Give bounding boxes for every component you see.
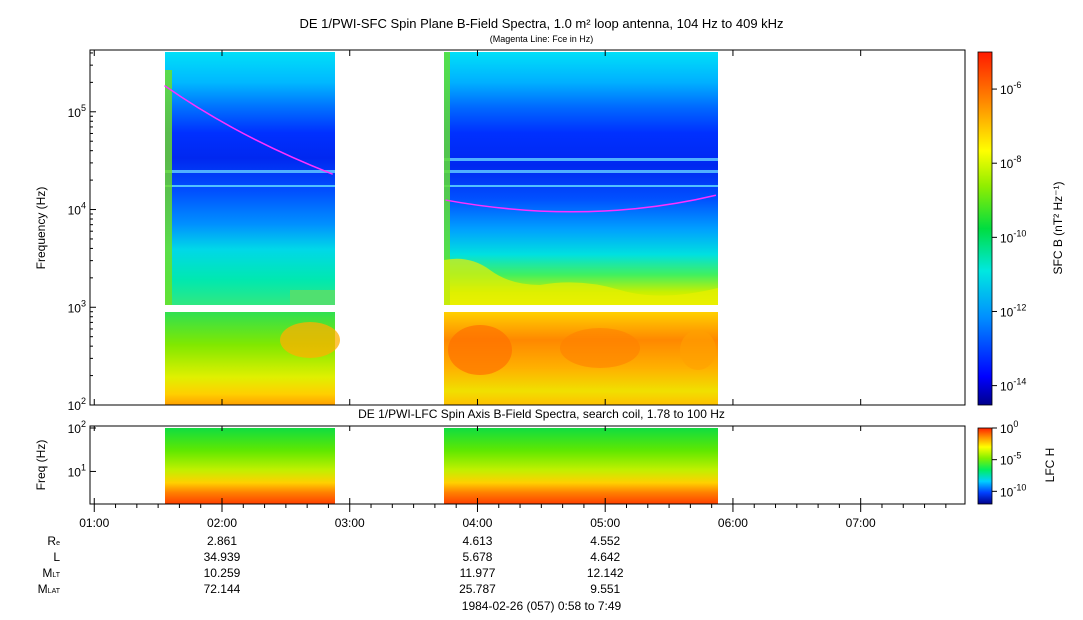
sfc-interval1-patch xyxy=(290,290,335,305)
sfc-interval2-line2 xyxy=(444,170,718,173)
ephemeris-value: 4.642 xyxy=(590,550,621,564)
x-tick-label: 04:00 xyxy=(462,516,492,530)
sfc-y-axis: 102 103 104 105 xyxy=(68,52,96,413)
x-tick-label: 01:00 xyxy=(79,516,109,530)
ephemeris-value: 10.259 xyxy=(203,566,241,580)
lfc-colorbar-gradient xyxy=(977,427,993,505)
sfc-ytick-label: 104 xyxy=(68,201,86,218)
sfc-ytick-label: 103 xyxy=(68,298,86,315)
sfc-interval2-line3 xyxy=(444,185,718,187)
ephemeris-value: 12.142 xyxy=(586,566,624,580)
sfc-interval2-lf-blob2 xyxy=(560,328,640,368)
ephemeris-value: 5.678 xyxy=(462,550,493,564)
fce-line-interval1 xyxy=(164,85,333,175)
lfc-spectrogram-panel: 101 102 Freq (Hz) xyxy=(34,419,966,505)
sfc-interval2-line xyxy=(444,158,718,161)
lfc-cbar-tick-label: 10-10 xyxy=(1000,482,1026,499)
lfc-ytick-label: 101 xyxy=(68,462,86,479)
sfc-interval1-line xyxy=(165,170,335,173)
sfc-interval2-lf-blob1 xyxy=(448,325,512,375)
sfc-cbar-tick-label: 10-12 xyxy=(1000,302,1026,319)
lfc-ylabel: Freq (Hz) xyxy=(34,440,48,491)
x-tick-label: 03:00 xyxy=(335,516,365,530)
x-tick-label: 07:00 xyxy=(846,516,876,530)
sfc-colorbar-ticks: 10-14 10-12 10-10 10-8 10-6 xyxy=(992,80,1026,394)
ephemeris-value: 11.977 xyxy=(459,566,496,580)
ephemeris-row-label: L xyxy=(53,550,60,564)
x-tick-label: 05:00 xyxy=(590,516,620,530)
sfc-cbar-tick-label: 10-6 xyxy=(1000,80,1021,97)
ephemeris-value: 34.939 xyxy=(203,550,241,564)
sfc-interval1-hf-band xyxy=(165,52,335,305)
sfc-interval2-hf-band xyxy=(444,52,718,305)
lfc-colorbar-label: LFC H xyxy=(1043,448,1057,483)
sfc-ytick-label: 105 xyxy=(68,103,86,120)
sfc-colorbar: 10-14 10-12 10-10 10-8 10-6 SFC B (nT² Hz⁻¹) xyxy=(977,51,1065,406)
sfc-interval1-line2 xyxy=(165,185,335,187)
lfc-cbar-tick-label: 100 xyxy=(1000,419,1018,436)
sfc-spectrogram-panel: 102 103 104 105 Frequency (Hz) xyxy=(34,49,966,413)
sfc-interval2-hf-lowband xyxy=(444,258,718,305)
sfc-frame xyxy=(89,49,966,406)
x-tick-label: 06:00 xyxy=(718,516,748,530)
sfc-cbar-tick-label: 10-14 xyxy=(1000,377,1026,394)
ephemeris-value: 4.552 xyxy=(590,534,621,548)
fce-line-interval2 xyxy=(445,194,717,213)
lfc-interval1-band xyxy=(165,428,335,504)
ephemeris-value: 72.144 xyxy=(203,582,241,596)
lfc-cbar-tick-label: 10-5 xyxy=(1000,451,1021,468)
sfc-interval2-lf-blob3 xyxy=(680,330,716,370)
footer-date-range: 1984-02-26 (057) 0:58 to 7:49 xyxy=(461,599,622,613)
x-tick-label: 02:00 xyxy=(207,516,237,530)
ephemeris-value: 2.861 xyxy=(206,534,237,548)
sfc-cbar-tick-label: 10-10 xyxy=(1000,228,1026,245)
sfc-subtitle: (Magenta Line: Fce in Hz) xyxy=(489,34,594,44)
ephemeris-value: 4.613 xyxy=(462,534,493,548)
sfc-ylabel: Frequency (Hz) xyxy=(34,187,48,270)
lfc-colorbar-ticks: 10-10 10-5 100 xyxy=(992,419,1026,499)
sfc-ytick-label: 102 xyxy=(68,396,86,413)
lfc-y-axis: 101 102 xyxy=(68,419,96,479)
ephemeris-row-label: MLAT xyxy=(37,582,60,596)
lfc-ytick-label: 102 xyxy=(68,419,86,436)
sfc-colorbar-label: SFC B (nT² Hz⁻¹) xyxy=(1051,182,1065,275)
sfc-interval1-edge xyxy=(165,70,172,305)
sfc-title: DE 1/PWI-SFC Spin Plane B-Field Spectra,… xyxy=(299,16,784,31)
lfc-title: DE 1/PWI-LFC Spin Axis B-Field Spectra, … xyxy=(358,407,725,421)
lfc-colorbar: 10-10 10-5 100 LFC H xyxy=(977,419,1057,505)
ephemeris-row-label: MLT xyxy=(42,566,60,580)
lfc-interval2-band xyxy=(444,428,718,504)
lfc-frame xyxy=(89,425,966,505)
time-axis: 01:00 02:00 03:00 04:00 05:00 06:00 07:00 xyxy=(79,50,947,530)
sfc-cbar-tick-label: 10-8 xyxy=(1000,154,1021,171)
sfc-interval2-edge xyxy=(444,52,450,305)
ephemeris-value: 25.787 xyxy=(459,582,496,596)
sfc-interval1-lf-blob xyxy=(280,322,340,358)
ephemeris-value: 9.551 xyxy=(590,582,621,596)
sfc-colorbar-gradient xyxy=(977,51,993,406)
ephemeris-row-label: Re xyxy=(47,534,60,548)
